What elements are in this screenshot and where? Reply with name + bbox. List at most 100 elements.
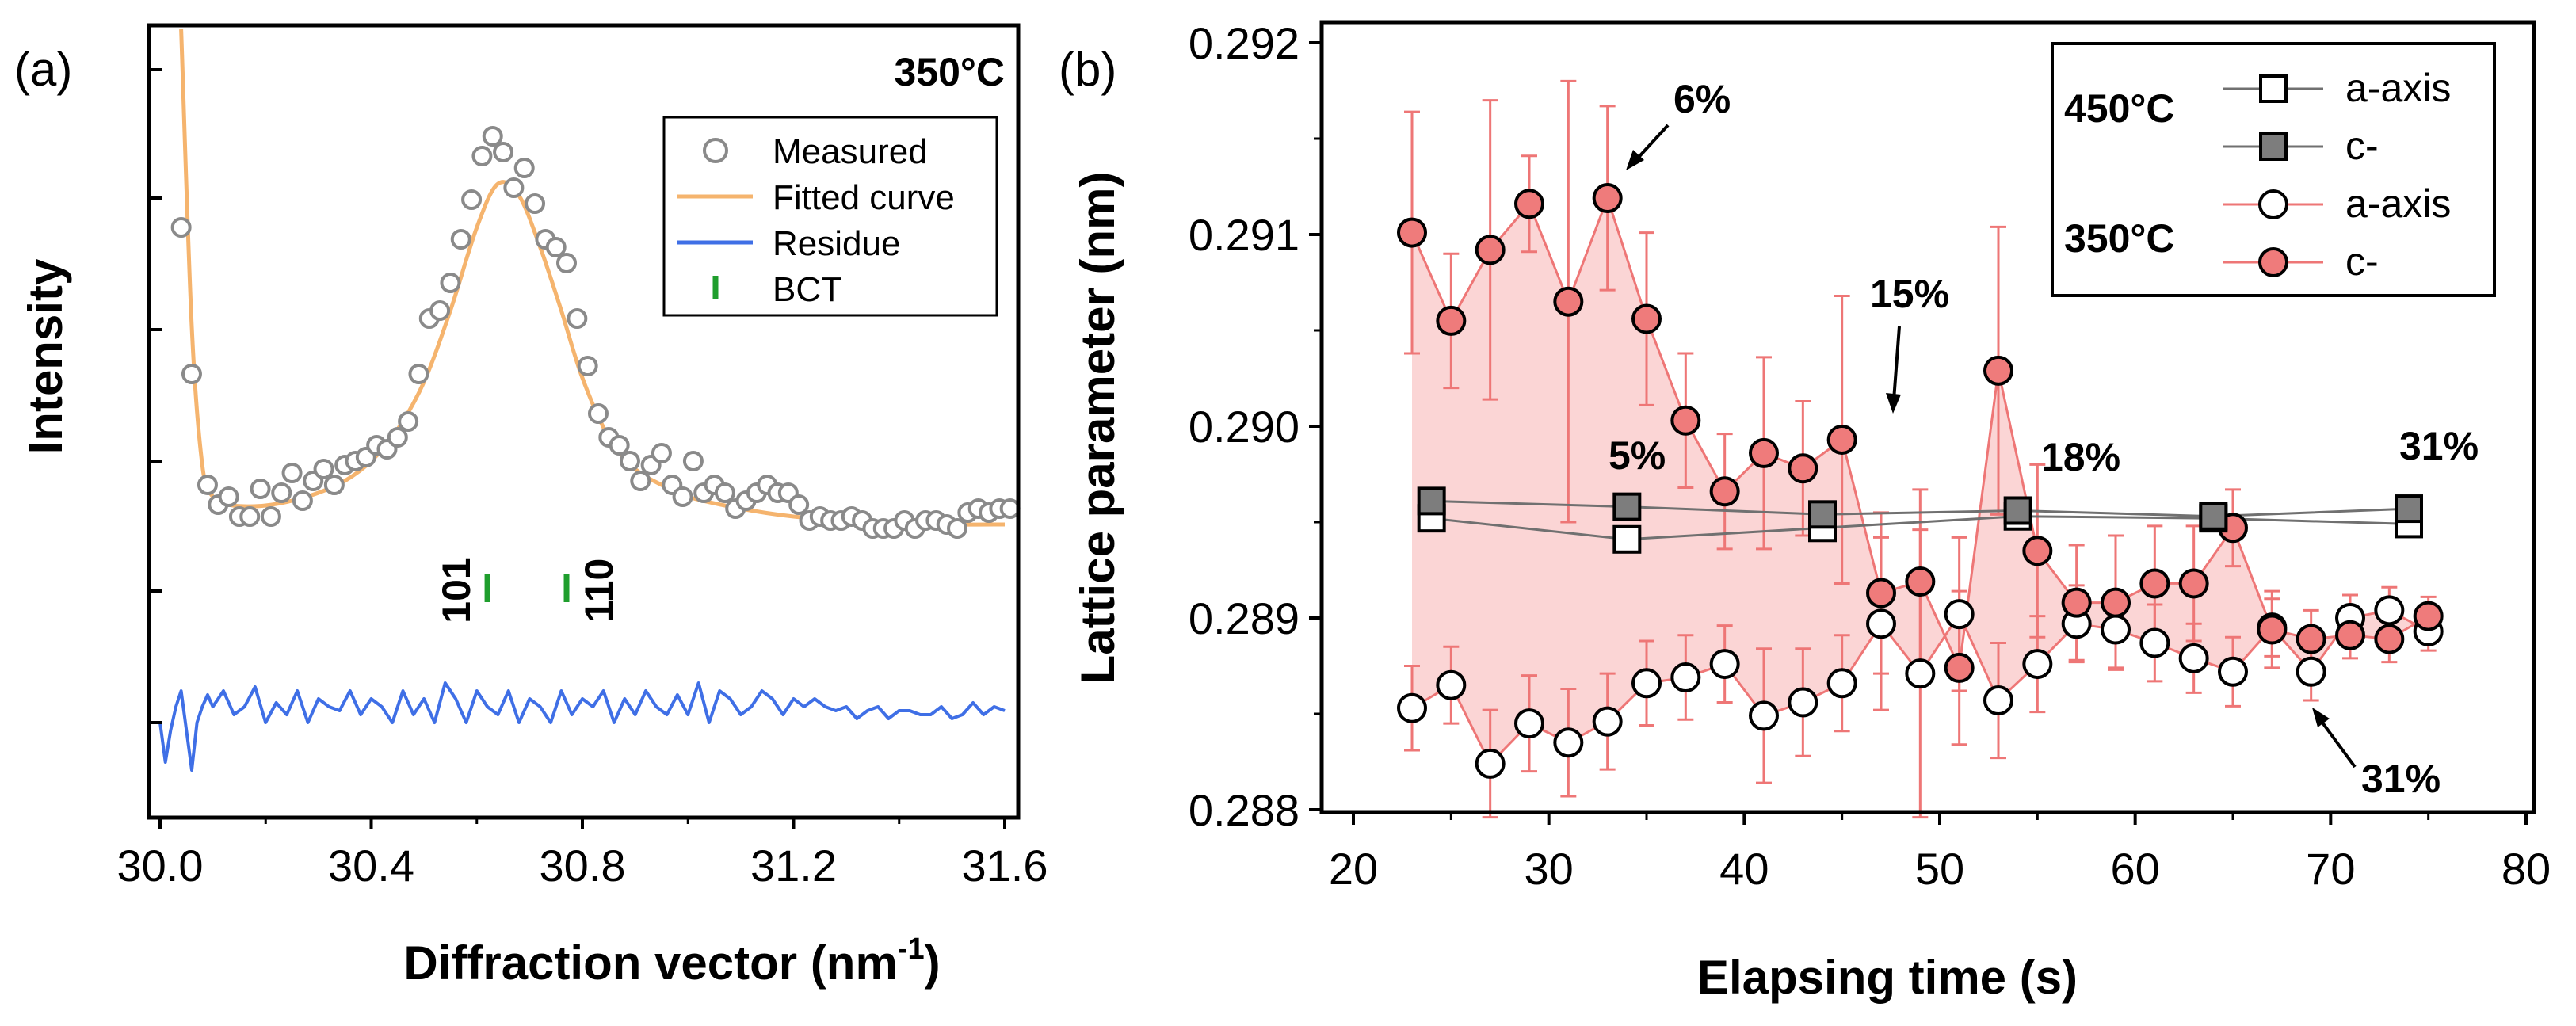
panel-a-label: (a) bbox=[14, 43, 72, 96]
measured-point bbox=[408, 364, 429, 384]
panel-a: (a) Intensity Diffraction vector (nm-1) … bbox=[14, 23, 1048, 990]
a350-point bbox=[1670, 662, 1701, 693]
measured-point bbox=[197, 475, 218, 495]
arrow-15pct-line bbox=[1892, 326, 1901, 401]
residue-series bbox=[158, 681, 1006, 772]
measured-point bbox=[181, 364, 202, 384]
annotation-5pct: 5% bbox=[1609, 433, 1666, 478]
legend-350-c-label: c- bbox=[2345, 239, 2379, 284]
a350-point bbox=[2296, 656, 2326, 687]
a350-point bbox=[1905, 658, 1936, 689]
c-a-difference-area bbox=[1412, 198, 2429, 764]
b-x-tick-label: 30 bbox=[1525, 844, 1574, 894]
c350-point bbox=[1670, 405, 1701, 436]
panel-a-legend: Measured Fitted curve Residue BCT bbox=[662, 116, 998, 317]
c450-point bbox=[1417, 486, 1446, 516]
b-y-tick-label: 0.289 bbox=[1189, 593, 1299, 643]
a350-point bbox=[1436, 669, 1467, 700]
c350-point bbox=[1397, 217, 1427, 248]
measured-point bbox=[714, 482, 735, 503]
measured-point bbox=[567, 308, 588, 329]
legend-residue-label: Residue bbox=[773, 224, 900, 263]
annotation-31pct-top: 31% bbox=[2399, 424, 2479, 468]
panel-b-ylabel: Lattice parameter (nm) bbox=[1071, 172, 1124, 685]
measured-point bbox=[387, 427, 408, 448]
b-x-tick-label: 50 bbox=[1915, 844, 1964, 894]
legend-bct-label: BCT bbox=[773, 270, 842, 309]
c350-point bbox=[1631, 303, 1662, 334]
panel-a-xlabel-sup: -1 bbox=[898, 933, 925, 966]
c350-point bbox=[2061, 587, 2092, 618]
measured-point bbox=[170, 217, 192, 238]
c350-point bbox=[1983, 355, 2013, 386]
a350-point bbox=[1866, 608, 1896, 639]
a350-point bbox=[2101, 614, 2131, 645]
measured-point bbox=[609, 435, 630, 456]
c450-point bbox=[1808, 500, 1837, 529]
c350-point bbox=[1944, 652, 1975, 683]
annotation-6pct: 6% bbox=[1673, 77, 1731, 121]
panel-b-legend: 450°C 350°C a-axis c- a-axis c- bbox=[2051, 42, 2496, 297]
measured-point bbox=[260, 506, 281, 527]
arrow-15pct-head bbox=[1886, 393, 1901, 414]
measured-point bbox=[577, 356, 598, 376]
a350-point bbox=[2022, 649, 2053, 680]
legend-450-a-marker bbox=[2259, 74, 2288, 103]
legend-450-a-label: a-axis bbox=[2345, 66, 2451, 110]
measured-point bbox=[493, 142, 514, 162]
legend-group-350: 350°C bbox=[2064, 216, 2175, 261]
measured-point bbox=[672, 486, 693, 507]
panel-a-ylabel: Intensity bbox=[19, 258, 72, 454]
b-y-tick-label: 0.290 bbox=[1189, 402, 1299, 452]
a-x-tick-label: 31.6 bbox=[962, 841, 1048, 891]
c350-point bbox=[1514, 189, 1544, 219]
c450-point bbox=[2199, 502, 2228, 531]
measured-point bbox=[682, 451, 704, 471]
c350-point bbox=[2022, 536, 2053, 566]
b-x-tick-label: 80 bbox=[2502, 844, 2551, 894]
c450-point bbox=[1612, 492, 1642, 521]
bct-markers: 101 110 bbox=[434, 557, 621, 623]
a-x-tick-label: 31.2 bbox=[750, 841, 837, 891]
a350-point bbox=[1631, 668, 1662, 699]
c350-point bbox=[1592, 183, 1623, 214]
panel-b: (b) Lattice parameter (nm) Elapsing time… bbox=[1059, 18, 2551, 1004]
annotation-18pct: 18% bbox=[2041, 435, 2120, 479]
c350-point bbox=[1436, 305, 1467, 336]
measured-point bbox=[323, 475, 345, 495]
a350-point bbox=[2374, 595, 2405, 626]
a350-point bbox=[1826, 668, 1857, 699]
measured-point bbox=[398, 411, 419, 432]
measured-point bbox=[218, 486, 239, 507]
b-y-tick-label: 0.291 bbox=[1189, 210, 1299, 260]
a350-point bbox=[1592, 706, 1623, 737]
measured-point bbox=[429, 300, 451, 321]
legend-measured-label: Measured bbox=[773, 132, 928, 171]
c350-point bbox=[2101, 587, 2131, 618]
a350-point bbox=[1983, 685, 2013, 716]
measured-point bbox=[450, 229, 471, 250]
c450-point bbox=[2003, 496, 2032, 525]
panel-a-corner-label: 350°C bbox=[894, 50, 1005, 94]
panel-b-frame bbox=[1319, 20, 2536, 814]
residue-line bbox=[158, 681, 1006, 772]
measured-point bbox=[503, 177, 525, 198]
measured-point bbox=[239, 506, 261, 527]
c350-point bbox=[1475, 235, 1506, 265]
c350-point bbox=[2335, 620, 2365, 650]
bct-peak-label: 101 bbox=[434, 557, 479, 623]
measured-point bbox=[619, 451, 640, 471]
measured-point bbox=[250, 479, 271, 499]
panel-b-label: (b) bbox=[1059, 43, 1116, 96]
panel-b-ticks: 20 30 40 50 60 70 80 0.288 0.289 0.290 0.291 0.292 bbox=[1189, 18, 2551, 894]
a350-point bbox=[1788, 687, 1818, 718]
measured-point bbox=[292, 490, 313, 511]
b-x-tick-label: 20 bbox=[1329, 844, 1378, 894]
legend-350-c-marker bbox=[2258, 247, 2288, 277]
measured-point bbox=[482, 126, 503, 147]
legend-350-a-label: a-axis bbox=[2345, 181, 2451, 226]
b-x-tick-label: 40 bbox=[1719, 844, 1769, 894]
c350-point bbox=[2139, 568, 2170, 599]
c450-line bbox=[1431, 499, 2410, 518]
